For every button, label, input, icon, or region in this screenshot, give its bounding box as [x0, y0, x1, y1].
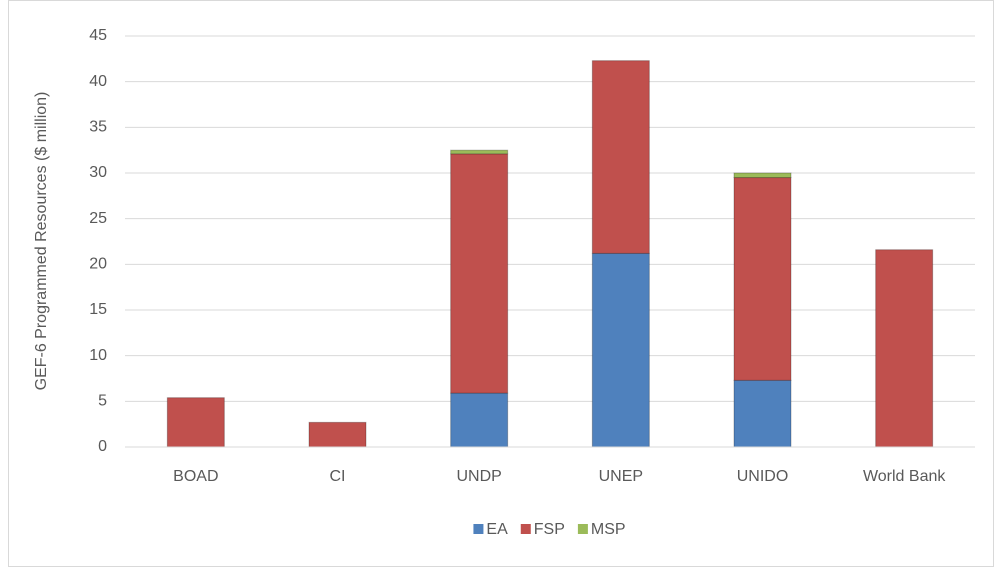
legend-swatch	[473, 524, 484, 534]
x-tick-label: World Bank	[863, 468, 946, 485]
x-tick-label: UNIDO	[737, 468, 789, 485]
bar-segment	[733, 172, 792, 179]
bar-segment	[733, 177, 792, 381]
bar-segment	[591, 252, 650, 448]
legend-swatch	[577, 524, 588, 534]
y-tick-label: 0	[98, 438, 107, 455]
x-tick-label: UNDP	[456, 468, 501, 485]
y-tick-label: 25	[89, 210, 107, 227]
y-tick-label: 5	[98, 393, 107, 410]
x-tick-label: UNEP	[599, 468, 643, 485]
y-tick-label: 30	[89, 164, 107, 181]
legend-label: FSP	[534, 521, 565, 538]
bar-segment	[875, 249, 934, 448]
y-tick-label: 15	[89, 301, 107, 318]
legend-swatch	[520, 524, 531, 534]
y-tick-label: 35	[89, 119, 107, 136]
y-tick-label: 10	[89, 347, 107, 364]
bar-segment	[308, 421, 367, 448]
legend-label: MSP	[591, 521, 626, 538]
bar-segment	[450, 392, 509, 448]
y-tick-label: 20	[89, 256, 107, 273]
y-tick-label: 45	[89, 27, 107, 44]
legend-label: EA	[486, 521, 508, 538]
bar-segment	[166, 397, 225, 448]
bar-segment	[450, 153, 509, 394]
y-axis-label: GEF-6 Programmed Resources ($ million)	[33, 92, 50, 391]
y-tick-label: 40	[89, 73, 107, 90]
x-tick-label: CI	[330, 468, 346, 485]
bar-segment	[450, 149, 509, 155]
bar-segment	[591, 60, 650, 254]
x-tick-label: BOAD	[173, 468, 218, 485]
bar-segment	[733, 379, 792, 448]
